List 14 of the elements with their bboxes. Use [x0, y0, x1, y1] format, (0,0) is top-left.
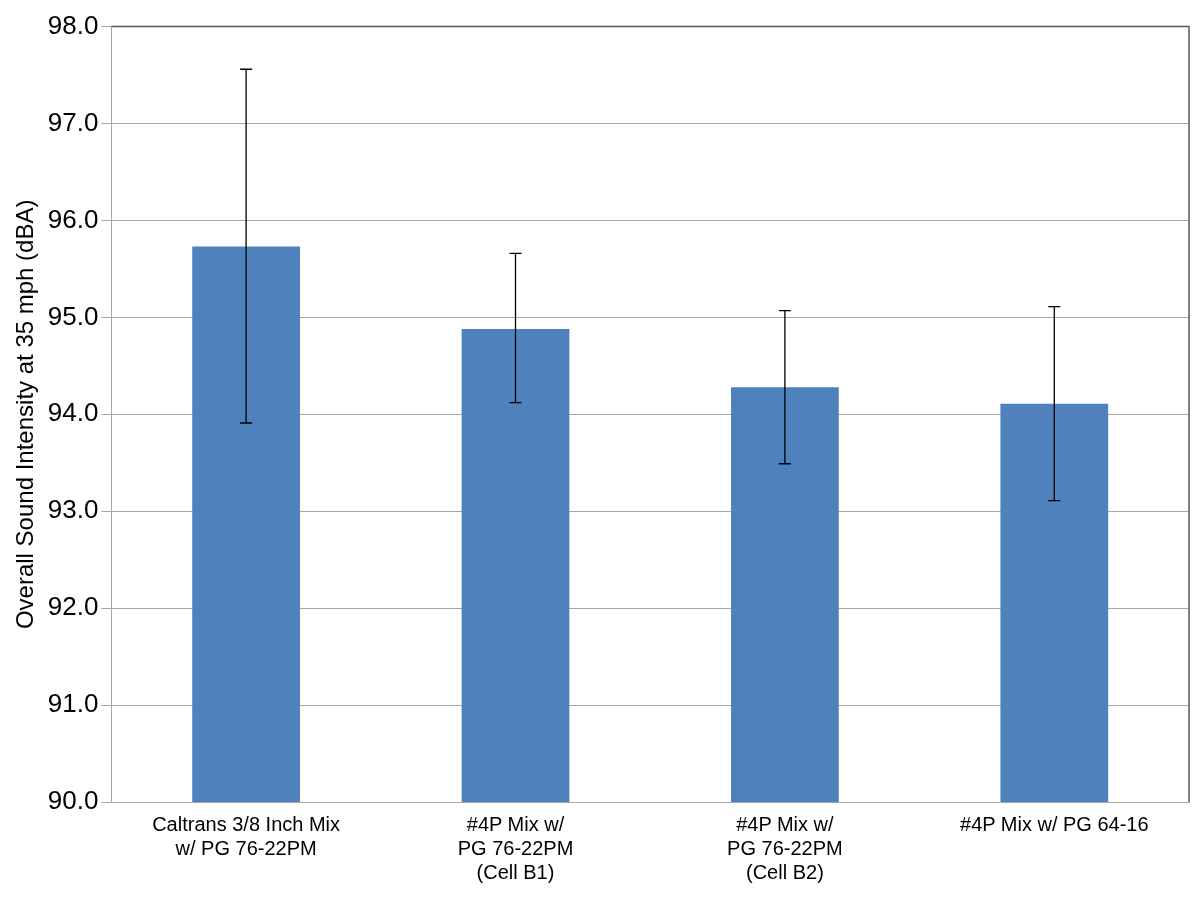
y-tick-label: 91.0 [47, 688, 99, 719]
y-tick-label: 98.0 [47, 9, 99, 40]
x-tick-label: Caltrans 3/8 Inch Mix w/ PG 76-22PM [152, 812, 341, 859]
y-tick-label: 97.0 [47, 106, 99, 137]
y-tick-label: 94.0 [47, 397, 99, 428]
y-tick-label: 90.0 [47, 785, 99, 816]
y-tick-label: 93.0 [47, 494, 99, 525]
x-tick-label: #4P Mix w/ PG 76-22PM (Cell B1) [457, 812, 574, 883]
x-tick-label: #4P Mix w/ PG 76-22PM (Cell B2) [727, 812, 843, 883]
y-tick-label: 95.0 [47, 300, 99, 331]
y-tick-label: 92.0 [47, 591, 99, 622]
y-tick-label: 96.0 [47, 203, 99, 234]
x-tick-label: #4P Mix w/ PG 64-16 [960, 812, 1149, 835]
y-axis-title: Overall Sound Intensity at 35 mph (dBA) [11, 199, 39, 630]
